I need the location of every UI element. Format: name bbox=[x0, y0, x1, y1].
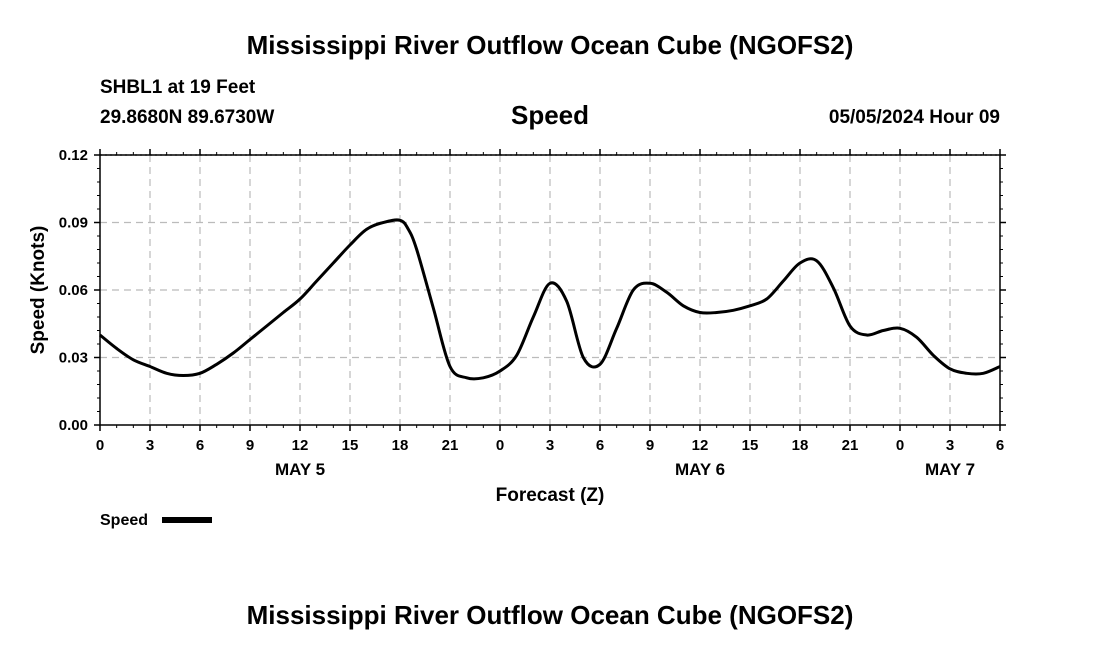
chart-grid bbox=[100, 154, 1000, 425]
x-tick-label: 3 bbox=[146, 437, 154, 454]
y-tick-label: 0.12 bbox=[59, 147, 88, 164]
station-coordinates: 29.8680N 89.6730W bbox=[100, 107, 275, 128]
legend-label: Speed bbox=[100, 512, 148, 529]
x-tick-label: 0 bbox=[96, 437, 104, 454]
x-tick-label: 3 bbox=[946, 437, 954, 454]
x-tick-label: 18 bbox=[792, 437, 809, 454]
x-tick-label: 6 bbox=[596, 437, 604, 454]
day-label: MAY 6 bbox=[675, 460, 725, 479]
chart-title: Speed bbox=[510, 100, 590, 130]
page-title: Mississippi River Outflow Ocean Cube (NG… bbox=[246, 30, 854, 60]
y-tick-label: 0.09 bbox=[59, 215, 88, 232]
x-tick-label: 12 bbox=[292, 437, 309, 454]
footer-title: Mississippi River Outflow Ocean Cube (NG… bbox=[246, 600, 854, 630]
speed-series-line bbox=[99, 218, 1001, 381]
day-labels: MAY 5 MAY 6 MAY 7 bbox=[275, 460, 975, 479]
station-label: SHBL1 at 19 Feet bbox=[100, 77, 256, 98]
speed-chart: 0.00 0.03 0.06 0.09 0.12 0 3 6 9 12 15 18 21 0 3 6 9 12 1… bbox=[28, 147, 1006, 529]
y-axis-label: Speed (Knots) bbox=[28, 226, 49, 355]
x-tick-label: 21 bbox=[442, 437, 459, 454]
x-tick-label: 15 bbox=[342, 437, 359, 454]
forecast-datetime: 05/05/2024 Hour 09 bbox=[828, 107, 1000, 128]
x-tick-label: 0 bbox=[496, 437, 504, 454]
y-tick-labels: 0.00 0.03 0.06 0.09 0.12 bbox=[59, 147, 88, 434]
x-tick-label: 3 bbox=[546, 437, 554, 454]
x-tick-label: 12 bbox=[692, 437, 709, 454]
day-label: MAY 5 bbox=[275, 460, 325, 479]
x-tick-labels: 0 3 6 9 12 15 18 21 0 3 6 9 12 15 18 21 0 3 6 bbox=[96, 437, 1004, 454]
x-tick-label: 6 bbox=[196, 437, 204, 454]
x-tick-label: 21 bbox=[842, 437, 859, 454]
plot-frame bbox=[99, 154, 1001, 426]
x-tick-label: 9 bbox=[646, 437, 654, 454]
x-axis-label: Forecast (Z) bbox=[496, 485, 605, 506]
x-tick-label: 0 bbox=[896, 437, 904, 454]
x-tick-label: 18 bbox=[392, 437, 409, 454]
y-tick-label: 0.06 bbox=[59, 282, 88, 299]
x-tick-label: 15 bbox=[742, 437, 759, 454]
x-tick-label: 6 bbox=[996, 437, 1004, 454]
y-tick-label: 0.03 bbox=[59, 350, 88, 367]
legend-swatch bbox=[162, 517, 212, 523]
day-label: MAY 7 bbox=[925, 460, 975, 479]
y-tick-label: 0.00 bbox=[59, 417, 88, 434]
x-tick-label: 9 bbox=[246, 437, 254, 454]
